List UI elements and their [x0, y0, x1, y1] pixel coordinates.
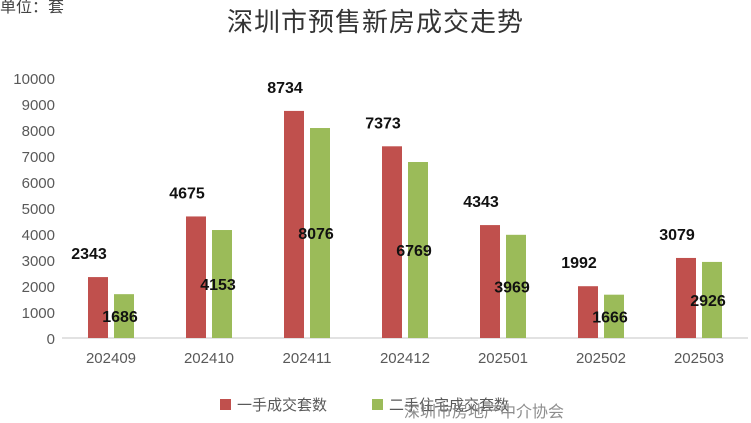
bar-second-home [506, 234, 526, 338]
bar-new-home [480, 225, 500, 338]
bar-second-home [114, 294, 134, 338]
y-tick-label: 2000 [22, 279, 55, 296]
bar-new-home [186, 216, 206, 338]
chart-title: 深圳市预售新房成交走势 [226, 8, 524, 38]
y-tick-label: 6000 [22, 175, 55, 192]
y-tick-label: 8000 [22, 123, 55, 140]
bar-second-home [702, 261, 722, 338]
bar-second-home [212, 230, 232, 338]
data-label-second-home: 1686 [102, 309, 138, 326]
y-tick-label: 4000 [22, 227, 55, 244]
bar-second-home [604, 294, 624, 338]
bar-second-home [408, 162, 428, 338]
bar-new-home [284, 110, 304, 338]
bar-new-home [676, 257, 696, 338]
legend-label-second-home: 二手住宅成交套数 [389, 396, 509, 414]
x-tick-label: 202501 [478, 350, 528, 367]
x-tick-label: 202502 [576, 350, 626, 367]
x-tick-label: 202410 [184, 350, 234, 367]
data-label-second-home: 8076 [298, 226, 334, 243]
legend-swatch-new-home [220, 399, 231, 410]
x-tick-label: 202411 [283, 350, 332, 367]
x-tick-label: 202409 [86, 350, 136, 367]
data-label-new-home: 2343 [71, 246, 107, 263]
y-tick-label: 9000 [22, 97, 55, 114]
unit-label: 单位：套 [0, 0, 65, 16]
data-label-second-home: 3969 [494, 279, 530, 296]
bar-new-home [88, 277, 108, 338]
y-tick-label: 7000 [22, 149, 55, 166]
data-label-second-home: 6769 [396, 243, 432, 260]
y-tick-label: 5000 [22, 201, 55, 218]
data-label-new-home: 4343 [463, 194, 499, 211]
y-tick-label: 10000 [13, 71, 55, 88]
bar-new-home [382, 146, 402, 338]
data-label-second-home: 4153 [200, 277, 236, 294]
data-label-new-home: 4675 [169, 185, 205, 202]
watermark: 深圳市房地产中介协会 [404, 402, 565, 421]
x-tick-label: 202412 [380, 350, 430, 367]
x-tick-label: 202503 [674, 350, 724, 367]
data-label-second-home: 1666 [592, 309, 628, 326]
data-label-new-home: 7373 [365, 115, 401, 132]
legend-label-new-home: 一手成交套数 [237, 396, 327, 414]
data-label-new-home: 3079 [659, 227, 695, 244]
bar-second-home [310, 128, 330, 338]
data-label-second-home: 2926 [690, 293, 726, 310]
legend-swatch-second-home [372, 399, 383, 410]
y-tick-label: 3000 [22, 253, 55, 270]
y-tick-label: 1000 [22, 305, 55, 322]
y-tick-label: 0 [47, 331, 55, 348]
bar-new-home [578, 286, 598, 338]
data-label-new-home: 1992 [561, 255, 597, 272]
data-label-new-home: 8734 [267, 80, 303, 97]
